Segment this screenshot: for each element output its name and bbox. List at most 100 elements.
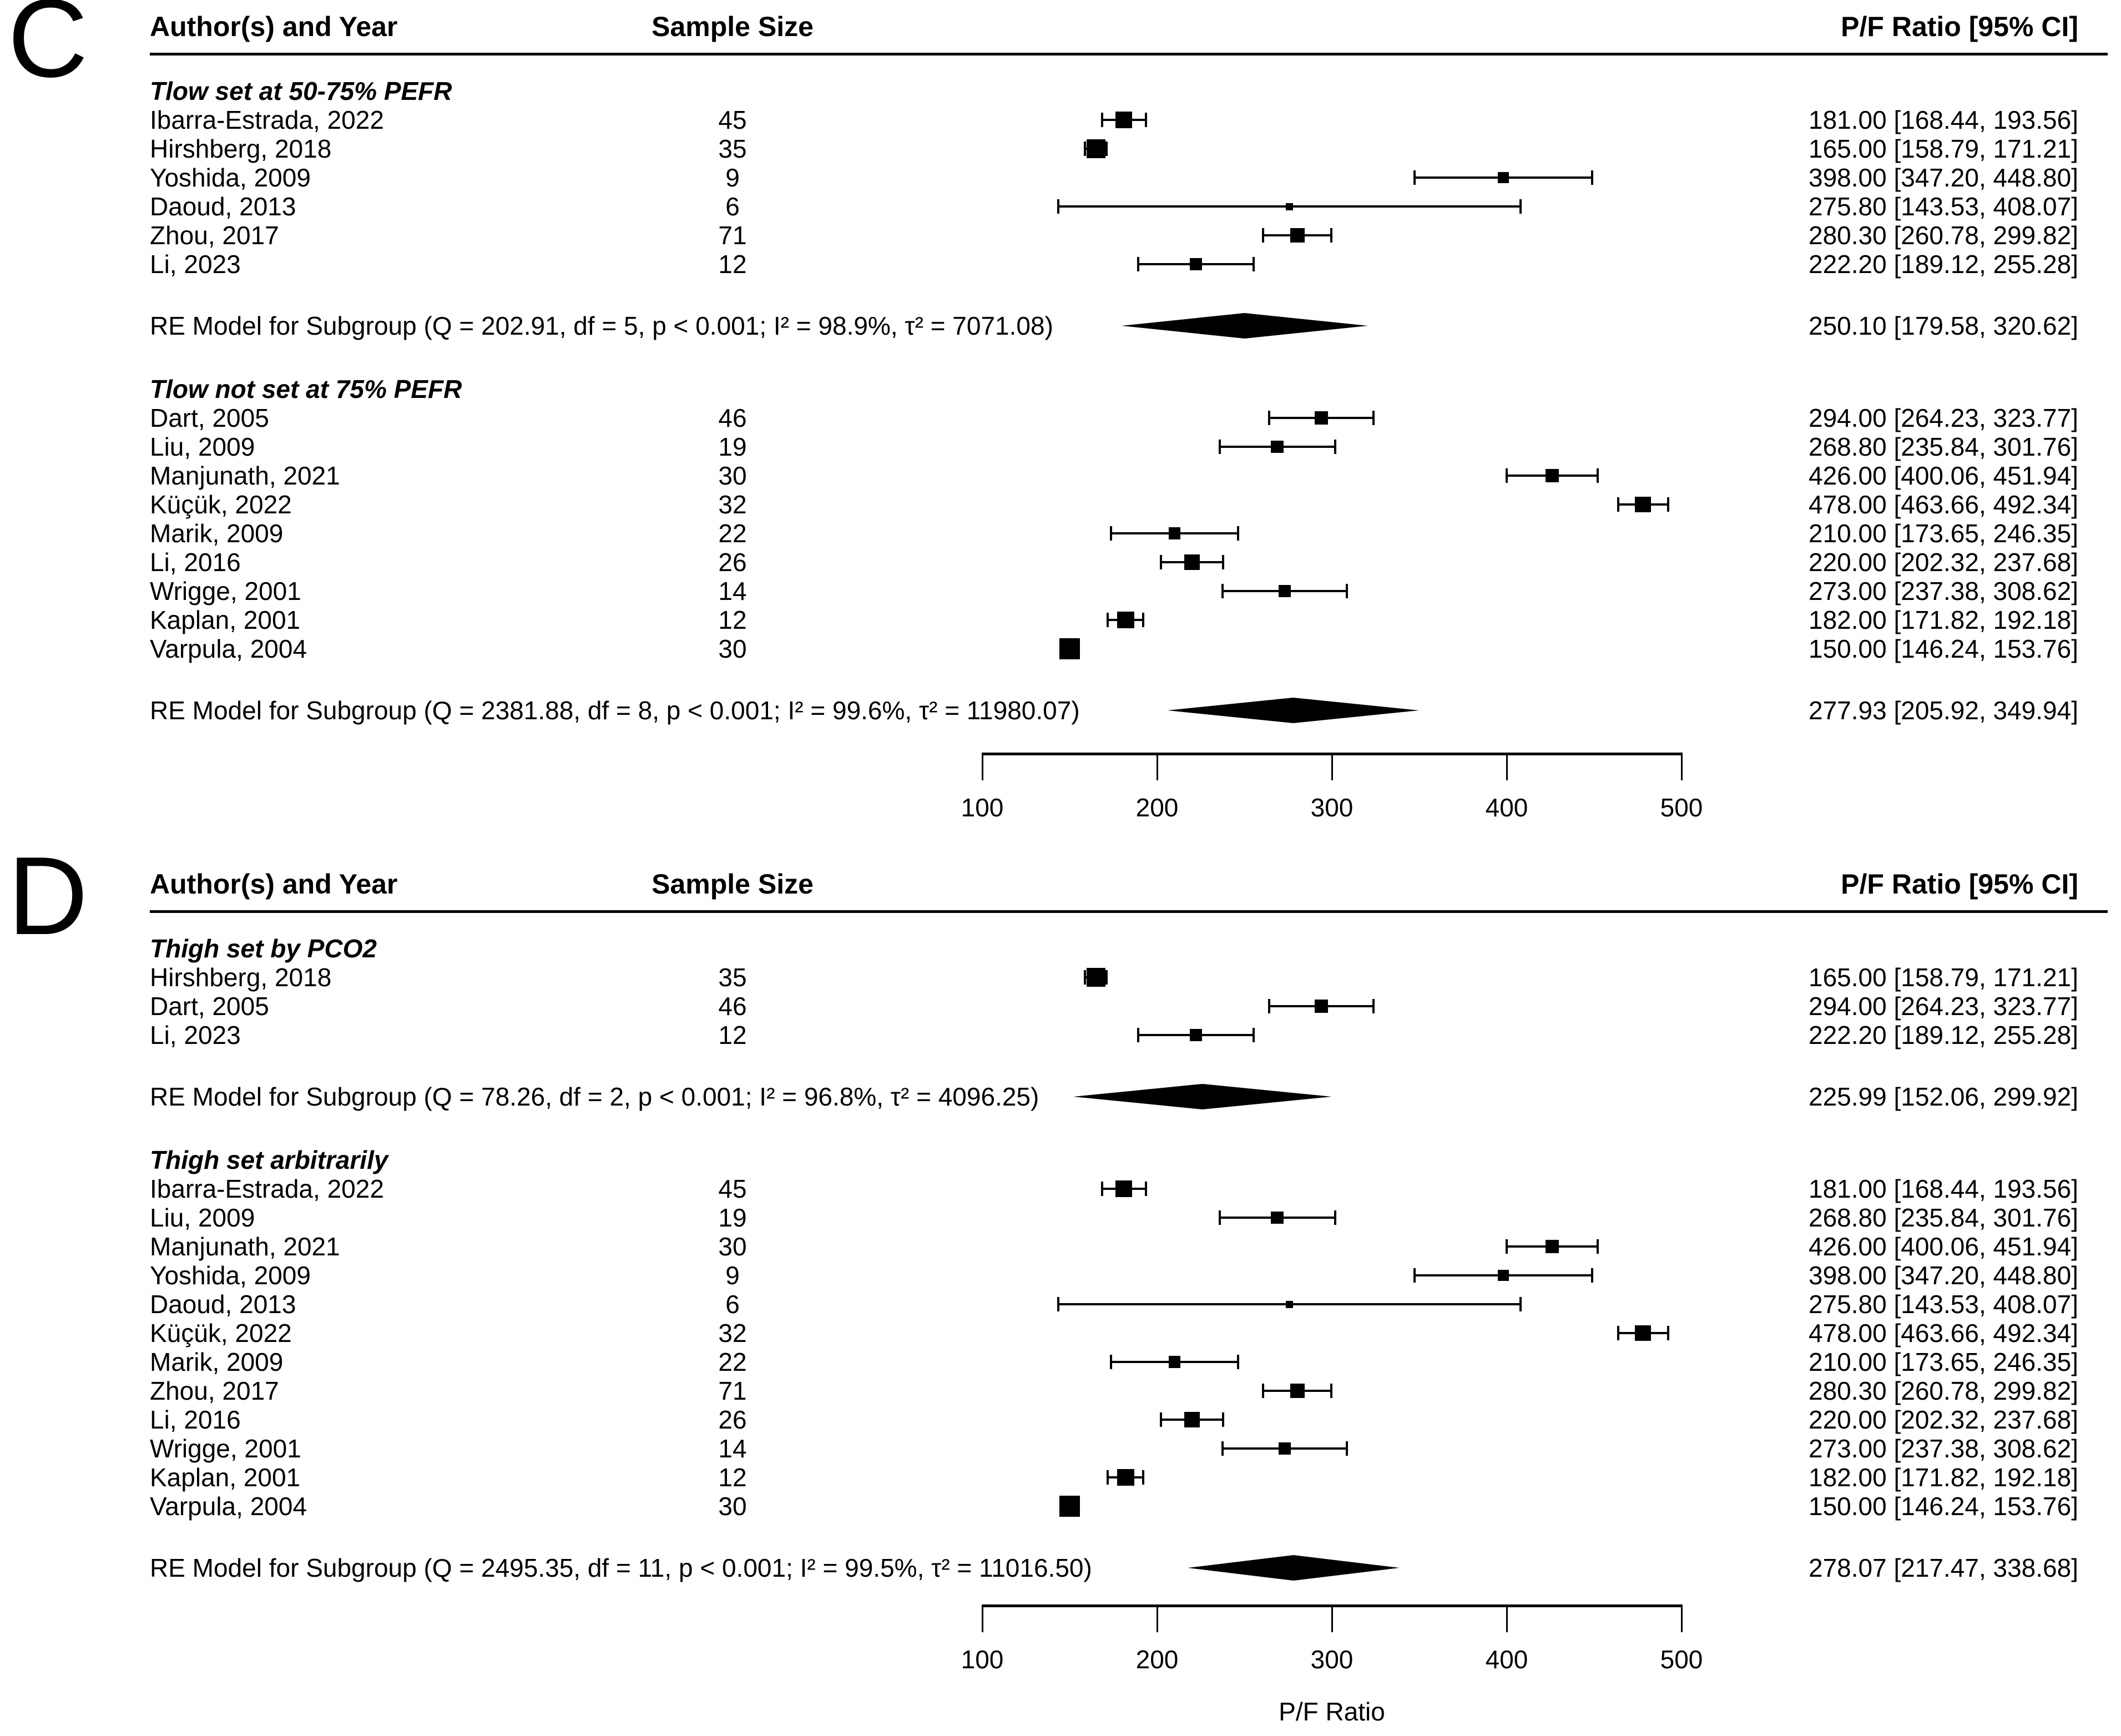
ci-cap-right: [1105, 142, 1108, 156]
author-label: Zhou, 2017: [150, 221, 279, 250]
ci-plot: [0, 163, 2121, 192]
ci-cap-right: [1334, 440, 1336, 454]
ci-cap-right: [1253, 257, 1255, 271]
panel-c: C Author(s) and Year Sample Size P/F Ratio …: [0, 0, 2121, 860]
estimate-value: 426.00 [400.06, 451.94]: [1809, 1232, 2078, 1261]
sample-size-value: 26: [718, 1405, 747, 1434]
spacer: [0, 279, 2121, 309]
sample-size-value: 30: [718, 634, 747, 663]
estimate-value: 294.00 [264.23, 323.77]: [1809, 403, 2078, 432]
ci-cap-left: [1617, 497, 1619, 512]
sample-size-value: 32: [718, 490, 747, 519]
ci-cap-right: [1346, 584, 1349, 598]
panel-letter: D: [8, 834, 88, 958]
ci-cap-right: [1334, 1210, 1336, 1225]
sample-size-value: 14: [718, 1434, 747, 1463]
estimate-value: 280.30 [260.78, 299.82]: [1809, 221, 2078, 250]
ci-cap-right: [1144, 1182, 1147, 1196]
re-model-row: RE Model for Subgroup (Q = 78.26, df = 2…: [0, 1080, 2121, 1113]
effect-square: [1115, 1180, 1132, 1197]
author-label: Kaplan, 2001: [150, 1463, 301, 1492]
spacer: [0, 55, 2121, 77]
sample-size-value: 12: [718, 1021, 747, 1049]
estimate-value: 181.00 [168.44, 193.56]: [1809, 105, 2078, 134]
column-header-estimate: P/F Ratio [95% CI]: [1841, 868, 2078, 900]
author-label: Li, 2016: [150, 548, 241, 577]
author-label: Hirshberg, 2018: [150, 963, 332, 992]
axis-tick-label: 100: [961, 793, 1004, 822]
effect-square: [1278, 584, 1291, 598]
re-model-label: RE Model for Subgroup (Q = 202.91, df = …: [150, 311, 1053, 340]
ci-plot: [0, 250, 2121, 279]
author-label: Yoshida, 2009: [150, 163, 311, 192]
estimate-value: 182.00 [171.82, 192.18]: [1809, 1463, 2078, 1492]
re-model-label: RE Model for Subgroup (Q = 78.26, df = 2…: [150, 1082, 1039, 1111]
estimate-value: 277.93 [205.92, 349.94]: [1809, 696, 2078, 725]
sample-size-value: 14: [718, 577, 747, 605]
estimate-value: 165.00 [158.79, 171.21]: [1809, 963, 2078, 992]
author-label: Dart, 2005: [150, 992, 269, 1021]
summary-plot: [0, 1551, 2121, 1584]
study-row: Li, 2023 12 222.20 [189.12, 255.28]: [0, 1021, 2121, 1049]
sample-size-value: 30: [718, 1232, 747, 1261]
study-row: Kaplan, 2001 12 182.00 [171.82, 192.18]: [0, 605, 2121, 634]
ci-cap-left: [1137, 257, 1139, 271]
author-label: Wrigge, 2001: [150, 1434, 301, 1463]
author-label: Marik, 2009: [150, 1348, 284, 1376]
spacer: [0, 663, 2121, 694]
ci-cap-right: [1372, 999, 1375, 1013]
spacer: [0, 1521, 2121, 1551]
ci-plot: [0, 134, 2121, 163]
ci-cap-left: [1107, 613, 1109, 627]
re-model-row: RE Model for Subgroup (Q = 2381.88, df =…: [0, 694, 2121, 727]
study-row: Ibarra-Estrada, 2022 45 181.00 [168.44, 19…: [0, 105, 2121, 134]
axis-tick: [1506, 1604, 1508, 1632]
author-label: Ibarra-Estrada, 2022: [150, 1174, 384, 1203]
ci-plot: [0, 1261, 2121, 1290]
subgroup-row: Tlow not set at 75% PEFR: [0, 375, 2121, 403]
summary-diamond: [1188, 1555, 1400, 1581]
ci-cap-right: [1142, 1470, 1145, 1485]
study-row: Liu, 2009 19 268.80 [235.84, 301.76]: [0, 432, 2121, 461]
estimate-value: 398.00 [347.20, 448.80]: [1809, 163, 2078, 192]
axis-tick-label: 500: [1660, 1645, 1703, 1674]
spacer: [0, 727, 2121, 744]
study-row: Manjunath, 2021 30 426.00 [400.06, 451.94]: [0, 1232, 2121, 1261]
estimate-value: 278.07 [217.47, 338.68]: [1809, 1553, 2078, 1582]
ci-plot: [0, 1174, 2121, 1203]
sample-size-value: 19: [718, 432, 747, 461]
axis-tick-label: 400: [1485, 793, 1528, 822]
sample-size-value: 71: [718, 1376, 747, 1405]
study-row: Hirshberg, 2018 35 165.00 [158.79, 171.21]: [0, 134, 2121, 163]
ci-plot: [0, 105, 2121, 134]
x-axis: 100 200 300 400 500 P/F Ratio: [0, 1596, 2121, 1736]
ci-cap-left: [1268, 411, 1271, 425]
ci-plot: [0, 1492, 2121, 1521]
subgroup-row: Thigh set by PCO2: [0, 934, 2121, 963]
axis-tick: [981, 753, 983, 780]
estimate-value: 426.00 [400.06, 451.94]: [1809, 461, 2078, 490]
axis-tick: [1680, 1604, 1683, 1632]
sample-size-value: 26: [718, 548, 747, 577]
summary-diamond: [1073, 1084, 1332, 1109]
ci-cap-right: [1596, 1239, 1599, 1254]
column-header-author: Author(s) and Year: [150, 868, 398, 900]
sample-size-value: 22: [718, 519, 747, 548]
sample-size-value: 12: [718, 250, 747, 279]
ci-cap-right: [1519, 199, 1522, 214]
study-row: Varpula, 2004 30 150.00 [146.24, 153.76]: [0, 634, 2121, 663]
ci-cap-left: [1221, 584, 1224, 598]
sample-size-value: 19: [718, 1203, 747, 1232]
axis-tick-label: 200: [1135, 1645, 1179, 1674]
ci-cap-left: [1268, 999, 1271, 1013]
summary-diamond: [1121, 313, 1368, 339]
summary-plot: [0, 1080, 2121, 1113]
author-label: Küçük, 2022: [150, 490, 292, 519]
effect-square: [1115, 112, 1132, 128]
ci-cap-right: [1105, 970, 1108, 985]
author-label: Varpula, 2004: [150, 1492, 307, 1521]
ci-plot: [0, 1463, 2121, 1492]
axis-tick: [1331, 1604, 1333, 1632]
author-label: Zhou, 2017: [150, 1376, 279, 1405]
